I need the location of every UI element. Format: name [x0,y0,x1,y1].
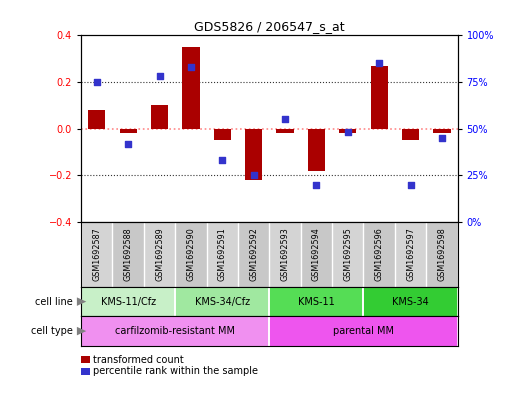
Text: cell type: cell type [31,326,76,336]
Text: GSM1692595: GSM1692595 [343,227,353,281]
Bar [269,222,301,287]
Text: GSM1692596: GSM1692596 [374,227,384,281]
Bar [81,316,269,346]
Bar [276,129,293,133]
Text: cell line: cell line [35,297,76,307]
Point [187,64,195,70]
Text: GSM1692590: GSM1692590 [186,227,196,281]
Text: GSM1692589: GSM1692589 [155,227,164,281]
Text: GSM1692588: GSM1692588 [123,227,133,281]
Bar [144,222,175,287]
Text: percentile rank within the sample: percentile rank within the sample [93,366,257,376]
Bar [175,287,269,316]
Bar [182,47,199,129]
Point [344,129,352,136]
Bar [395,222,426,287]
Bar [88,110,105,129]
Text: KMS-34/Cfz: KMS-34/Cfz [195,297,250,307]
Point [312,182,321,188]
Point [375,60,383,66]
Bar [269,287,363,316]
Text: GSM1692587: GSM1692587 [92,227,101,281]
Bar [245,129,262,180]
Bar [238,222,269,287]
Bar [433,129,450,133]
Bar [363,287,458,316]
Bar [175,222,207,287]
Bar [213,129,231,140]
Point [406,182,415,188]
Bar [308,129,325,171]
Point [281,116,289,123]
Bar [207,222,238,287]
Title: GDS5826 / 206547_s_at: GDS5826 / 206547_s_at [194,20,345,33]
Bar [301,222,332,287]
Bar [81,222,112,287]
Point [124,140,132,147]
Text: KMS-11: KMS-11 [298,297,335,307]
Bar [426,222,458,287]
Point [218,157,226,163]
Text: GSM1692594: GSM1692594 [312,227,321,281]
Bar [363,222,395,287]
Point [93,79,101,85]
Text: carfilzomib-resistant MM: carfilzomib-resistant MM [115,326,235,336]
Text: parental MM: parental MM [333,326,394,336]
Bar [402,129,419,140]
Point [155,73,164,79]
Point [249,172,258,178]
Bar [339,129,356,133]
Bar [151,105,168,129]
Text: GSM1692597: GSM1692597 [406,227,415,281]
Text: KMS-34: KMS-34 [392,297,429,307]
Bar [269,316,458,346]
Text: GSM1692591: GSM1692591 [218,227,227,281]
Text: transformed count: transformed count [93,354,184,365]
Text: GSM1692593: GSM1692593 [280,227,290,281]
Bar [370,66,388,129]
Text: GSM1692598: GSM1692598 [437,227,447,281]
Bar [112,222,144,287]
Text: KMS-11/Cfz: KMS-11/Cfz [100,297,156,307]
Point [438,135,446,141]
Bar [119,129,137,133]
Bar [332,222,363,287]
Text: GSM1692592: GSM1692592 [249,227,258,281]
Bar [81,287,175,316]
